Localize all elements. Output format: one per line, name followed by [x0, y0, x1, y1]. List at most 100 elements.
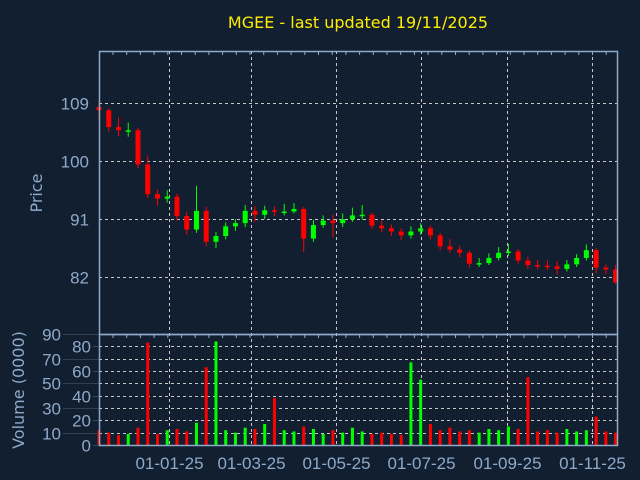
volume-tick-label: 50 [42, 375, 61, 394]
volume-bar [536, 431, 540, 445]
candle-body [154, 194, 160, 199]
candle-body [476, 263, 482, 265]
volume-bar [497, 430, 501, 445]
candle-body [466, 252, 472, 264]
date-tick-label: 01-03-25 [217, 454, 285, 473]
price-tick-label: 91 [70, 211, 89, 230]
candle-body [281, 211, 287, 214]
candle-body [379, 225, 385, 229]
candle-body [418, 228, 424, 232]
volume-bar [467, 430, 471, 445]
candle-body [388, 228, 394, 232]
candle-body [203, 210, 209, 242]
volume-bar [545, 430, 549, 445]
volume-bar [136, 427, 140, 445]
candle-body [115, 127, 121, 131]
price-axis-title: Price [27, 173, 46, 212]
candle-body [184, 216, 190, 230]
volume-bar [438, 430, 442, 445]
candle-body [232, 223, 238, 227]
volume-bar [389, 433, 393, 445]
volume-bar [214, 341, 218, 445]
volume-bar [204, 367, 208, 445]
volume-tick-label: 40 [72, 388, 91, 407]
candle-body [496, 252, 502, 258]
candle-body [593, 250, 599, 268]
date-tick-label: 01-11-25 [559, 454, 626, 473]
volume-bar [360, 431, 364, 445]
date-tick-label: 01-01-25 [135, 454, 203, 473]
volume-bar [155, 433, 159, 445]
volume-tick-label: 80 [72, 338, 91, 357]
candle-body [408, 231, 414, 236]
volume-bar [565, 428, 569, 445]
chart-title: MGEE - last updated 19/11/2025 [227, 13, 489, 32]
volume-bar [555, 432, 559, 445]
volume-bar [428, 424, 432, 445]
volume-tick-label: 0 [82, 437, 91, 456]
volume-axis-title: Volume (0000) [9, 331, 28, 449]
candle-body [223, 226, 229, 237]
volume-bar [526, 377, 530, 445]
volume-bar [107, 432, 111, 445]
candle-body [603, 267, 609, 270]
candle-body [193, 210, 199, 230]
candle-body [486, 257, 492, 264]
volume-bar [584, 430, 588, 445]
volume-bar [292, 431, 296, 445]
volume-tick-label: 60 [72, 363, 91, 382]
volume-bar [458, 431, 462, 445]
candle-body [515, 251, 521, 261]
candle-body [125, 130, 131, 132]
candle-body [164, 196, 170, 199]
volume-bar [487, 428, 491, 445]
date-tick-label: 01-07-25 [387, 454, 455, 473]
candle-body [145, 164, 151, 195]
volume-panel-frame [98, 333, 619, 447]
volume-bar [341, 432, 345, 445]
volume-bar [302, 426, 306, 445]
candle-body [262, 210, 268, 215]
volume-bar [243, 427, 247, 445]
volume-bar [185, 431, 189, 445]
date-tick-label: 01-09-25 [473, 454, 541, 473]
candle-body [291, 208, 297, 212]
volume-bar [165, 430, 169, 445]
volume-bar [506, 426, 510, 445]
price-tick-label: 109 [61, 95, 89, 114]
volume-bar [575, 431, 579, 445]
volume-bar [272, 398, 276, 445]
candle-body [613, 269, 619, 283]
candle-body [320, 220, 326, 226]
candle-body [213, 236, 219, 242]
price-tick-label: 82 [70, 269, 89, 288]
candle-body [369, 214, 375, 226]
volume-bar [311, 428, 315, 445]
volume-bar [516, 428, 520, 445]
candle-body [554, 266, 560, 269]
volume-tick-label: 30 [42, 400, 61, 419]
price-panel-frame [98, 50, 619, 336]
volume-bar [321, 433, 325, 445]
volume-bar [350, 427, 354, 445]
volume-bar [614, 432, 618, 445]
candle-body [330, 220, 336, 224]
volume-bar [146, 342, 150, 445]
candle-body [135, 130, 141, 165]
volume-bar [282, 430, 286, 445]
candle-body [535, 265, 541, 267]
volume-bar [263, 424, 267, 445]
candle-body [252, 210, 258, 215]
volume-tick-label: 90 [42, 326, 61, 345]
candle-body [301, 208, 307, 239]
volume-bar [194, 422, 198, 445]
candle-body [340, 219, 346, 224]
volume-bar [380, 432, 384, 445]
candle-body [437, 235, 443, 247]
candle-body [447, 246, 453, 250]
candle-body [349, 215, 355, 220]
volume-bar [594, 416, 598, 445]
candle-body [174, 196, 180, 217]
candle-body [574, 257, 580, 265]
